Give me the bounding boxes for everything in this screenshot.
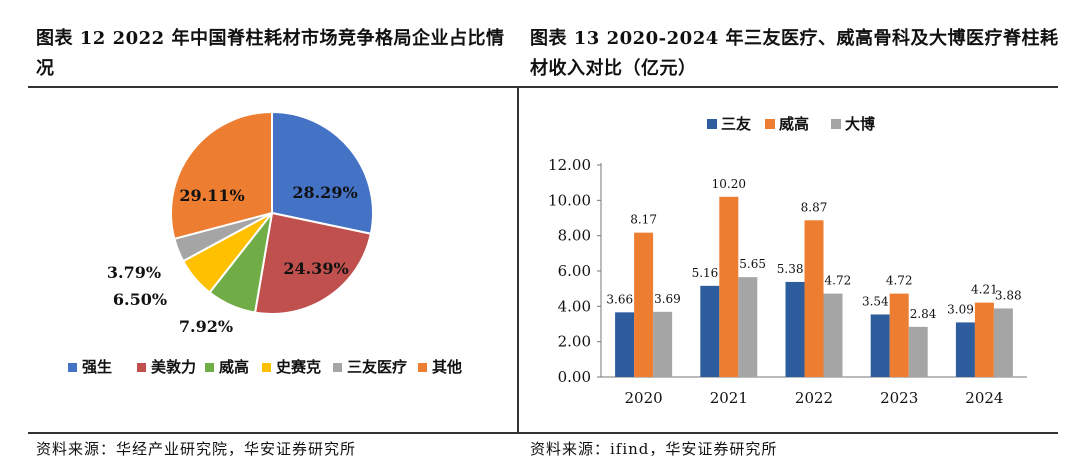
bar-威高-2022 <box>804 220 824 377</box>
bar-x-tick-1: 2021 <box>710 389 748 407</box>
bar-大博-2021 <box>738 277 758 377</box>
bar-威高-2024 <box>974 302 994 377</box>
pie-legend-label-0: 强生 <box>82 358 112 376</box>
bar-y-tick-3: 6.00 <box>558 262 591 280</box>
bar-x-tick-2: 2022 <box>795 389 833 407</box>
bar-legend-label-2: 大博 <box>845 115 875 133</box>
pie-chart: 28.29% 24.39% 7.92% 6.50% 3.79% 29.11% 强生 美敦力 威高… <box>68 110 462 376</box>
pie-slice-5 <box>170 110 273 241</box>
bar-legend-swatch-0 <box>707 119 717 129</box>
bar-三友-2022 <box>785 281 805 377</box>
pie-legend-swatch-1 <box>137 363 146 372</box>
pie-legend-label-3: 史赛克 <box>276 358 321 376</box>
bar-label-大博-2020: 3.69 <box>654 292 681 306</box>
bar-威高-2020 <box>634 232 654 377</box>
bar-y-tick-4: 8.00 <box>558 227 591 245</box>
bar-三友-2020 <box>615 312 635 377</box>
pie-label-2: 7.92% <box>179 317 233 336</box>
bar-chart: 0.00 2.00 4.00 6.00 8.00 10.00 12.00 2020 3.66 8.… <box>548 115 1027 407</box>
bar-x-tick-3: 2023 <box>880 389 918 407</box>
top-rule <box>28 86 1058 88</box>
pie-legend-swatch-3 <box>262 363 271 372</box>
bar-y-tick-5: 10.00 <box>548 191 591 209</box>
pie-chart-title: 图表 12 2022 年中国脊柱耗材市场竞争格局企业占比情况 <box>36 28 505 79</box>
pie-legend-label-2: 威高 <box>219 358 249 376</box>
bar-label-威高-2024: 4.21 <box>971 283 998 297</box>
bar-三友-2024 <box>955 322 975 377</box>
bar-label-三友-2020: 3.66 <box>606 292 633 306</box>
bar-label-威高-2020: 8.17 <box>630 213 657 227</box>
center-divider <box>517 86 519 432</box>
pie-slice-1 <box>253 211 373 315</box>
bar-三友-2021 <box>700 285 720 377</box>
bar-label-三友-2023: 3.54 <box>862 294 889 308</box>
pie-label-1: 24.39% <box>283 259 348 278</box>
bar-y-tick-0: 0.00 <box>558 368 591 386</box>
bar-legend-swatch-1 <box>765 119 775 129</box>
pie-label-3: 6.50% <box>113 290 167 309</box>
bottom-rule <box>28 432 1058 434</box>
pie-label-0: 28.29% <box>292 183 357 202</box>
bar-大博-2020 <box>653 311 673 377</box>
bar-y-tick-1: 2.00 <box>558 333 591 351</box>
bar-label-三友-2024: 3.09 <box>947 302 974 316</box>
pie-legend-swatch-2 <box>205 363 214 372</box>
bar-label-大博-2022: 4.72 <box>825 274 852 288</box>
bar-label-威高-2022: 8.87 <box>801 200 828 214</box>
bar-大博-2024 <box>993 308 1013 377</box>
bar-chart-title: 图表 13 2020-2024 年三友医疗、威高骨科及大博医疗脊柱耗材收入对比（… <box>530 28 1059 79</box>
bar-大博-2022 <box>823 293 843 377</box>
bar-label-大博-2024: 3.88 <box>995 288 1022 302</box>
bar-legend-label-0: 三友 <box>721 115 751 133</box>
bar-y-tick-2: 4.00 <box>558 297 591 315</box>
bar-x-tick-0: 2020 <box>625 389 663 407</box>
pie-legend-label-5: 其他 <box>432 358 462 376</box>
bar-label-大博-2023: 2.84 <box>910 307 937 321</box>
bar-威高-2023 <box>889 293 909 377</box>
pie-chart-source: 资料来源：华经产业研究院，华安证券研究所 <box>36 440 357 458</box>
bar-label-三友-2021: 5.16 <box>692 266 719 280</box>
bar-legend-label-1: 威高 <box>779 115 809 133</box>
bar-三友-2023 <box>870 314 890 377</box>
bar-label-大博-2021: 5.65 <box>739 257 766 271</box>
pie-legend-label-4: 三友医疗 <box>347 358 407 376</box>
pie-legend-label-1: 美敦力 <box>151 358 196 376</box>
bar-x-tick-4: 2024 <box>965 389 1003 407</box>
pie-slice-0 <box>271 110 374 235</box>
bar-威高-2021 <box>719 196 739 377</box>
pie-label-5: 29.11% <box>179 186 244 205</box>
pie-legend-swatch-5 <box>418 363 427 372</box>
bar-label-三友-2022: 5.38 <box>777 262 804 276</box>
pie-label-4: 3.79% <box>107 263 161 282</box>
pie-legend-swatch-4 <box>333 363 342 372</box>
bar-大博-2023 <box>908 326 928 377</box>
bar-label-威高-2021: 10.20 <box>712 177 746 191</box>
bar-chart-source: 资料来源：ifind，华安证券研究所 <box>530 440 778 458</box>
pie-legend-swatch-0 <box>68 363 77 372</box>
bar-label-威高-2023: 4.72 <box>886 274 913 288</box>
bar-y-tick-6: 12.00 <box>548 156 591 174</box>
bar-legend-swatch-2 <box>831 119 841 129</box>
